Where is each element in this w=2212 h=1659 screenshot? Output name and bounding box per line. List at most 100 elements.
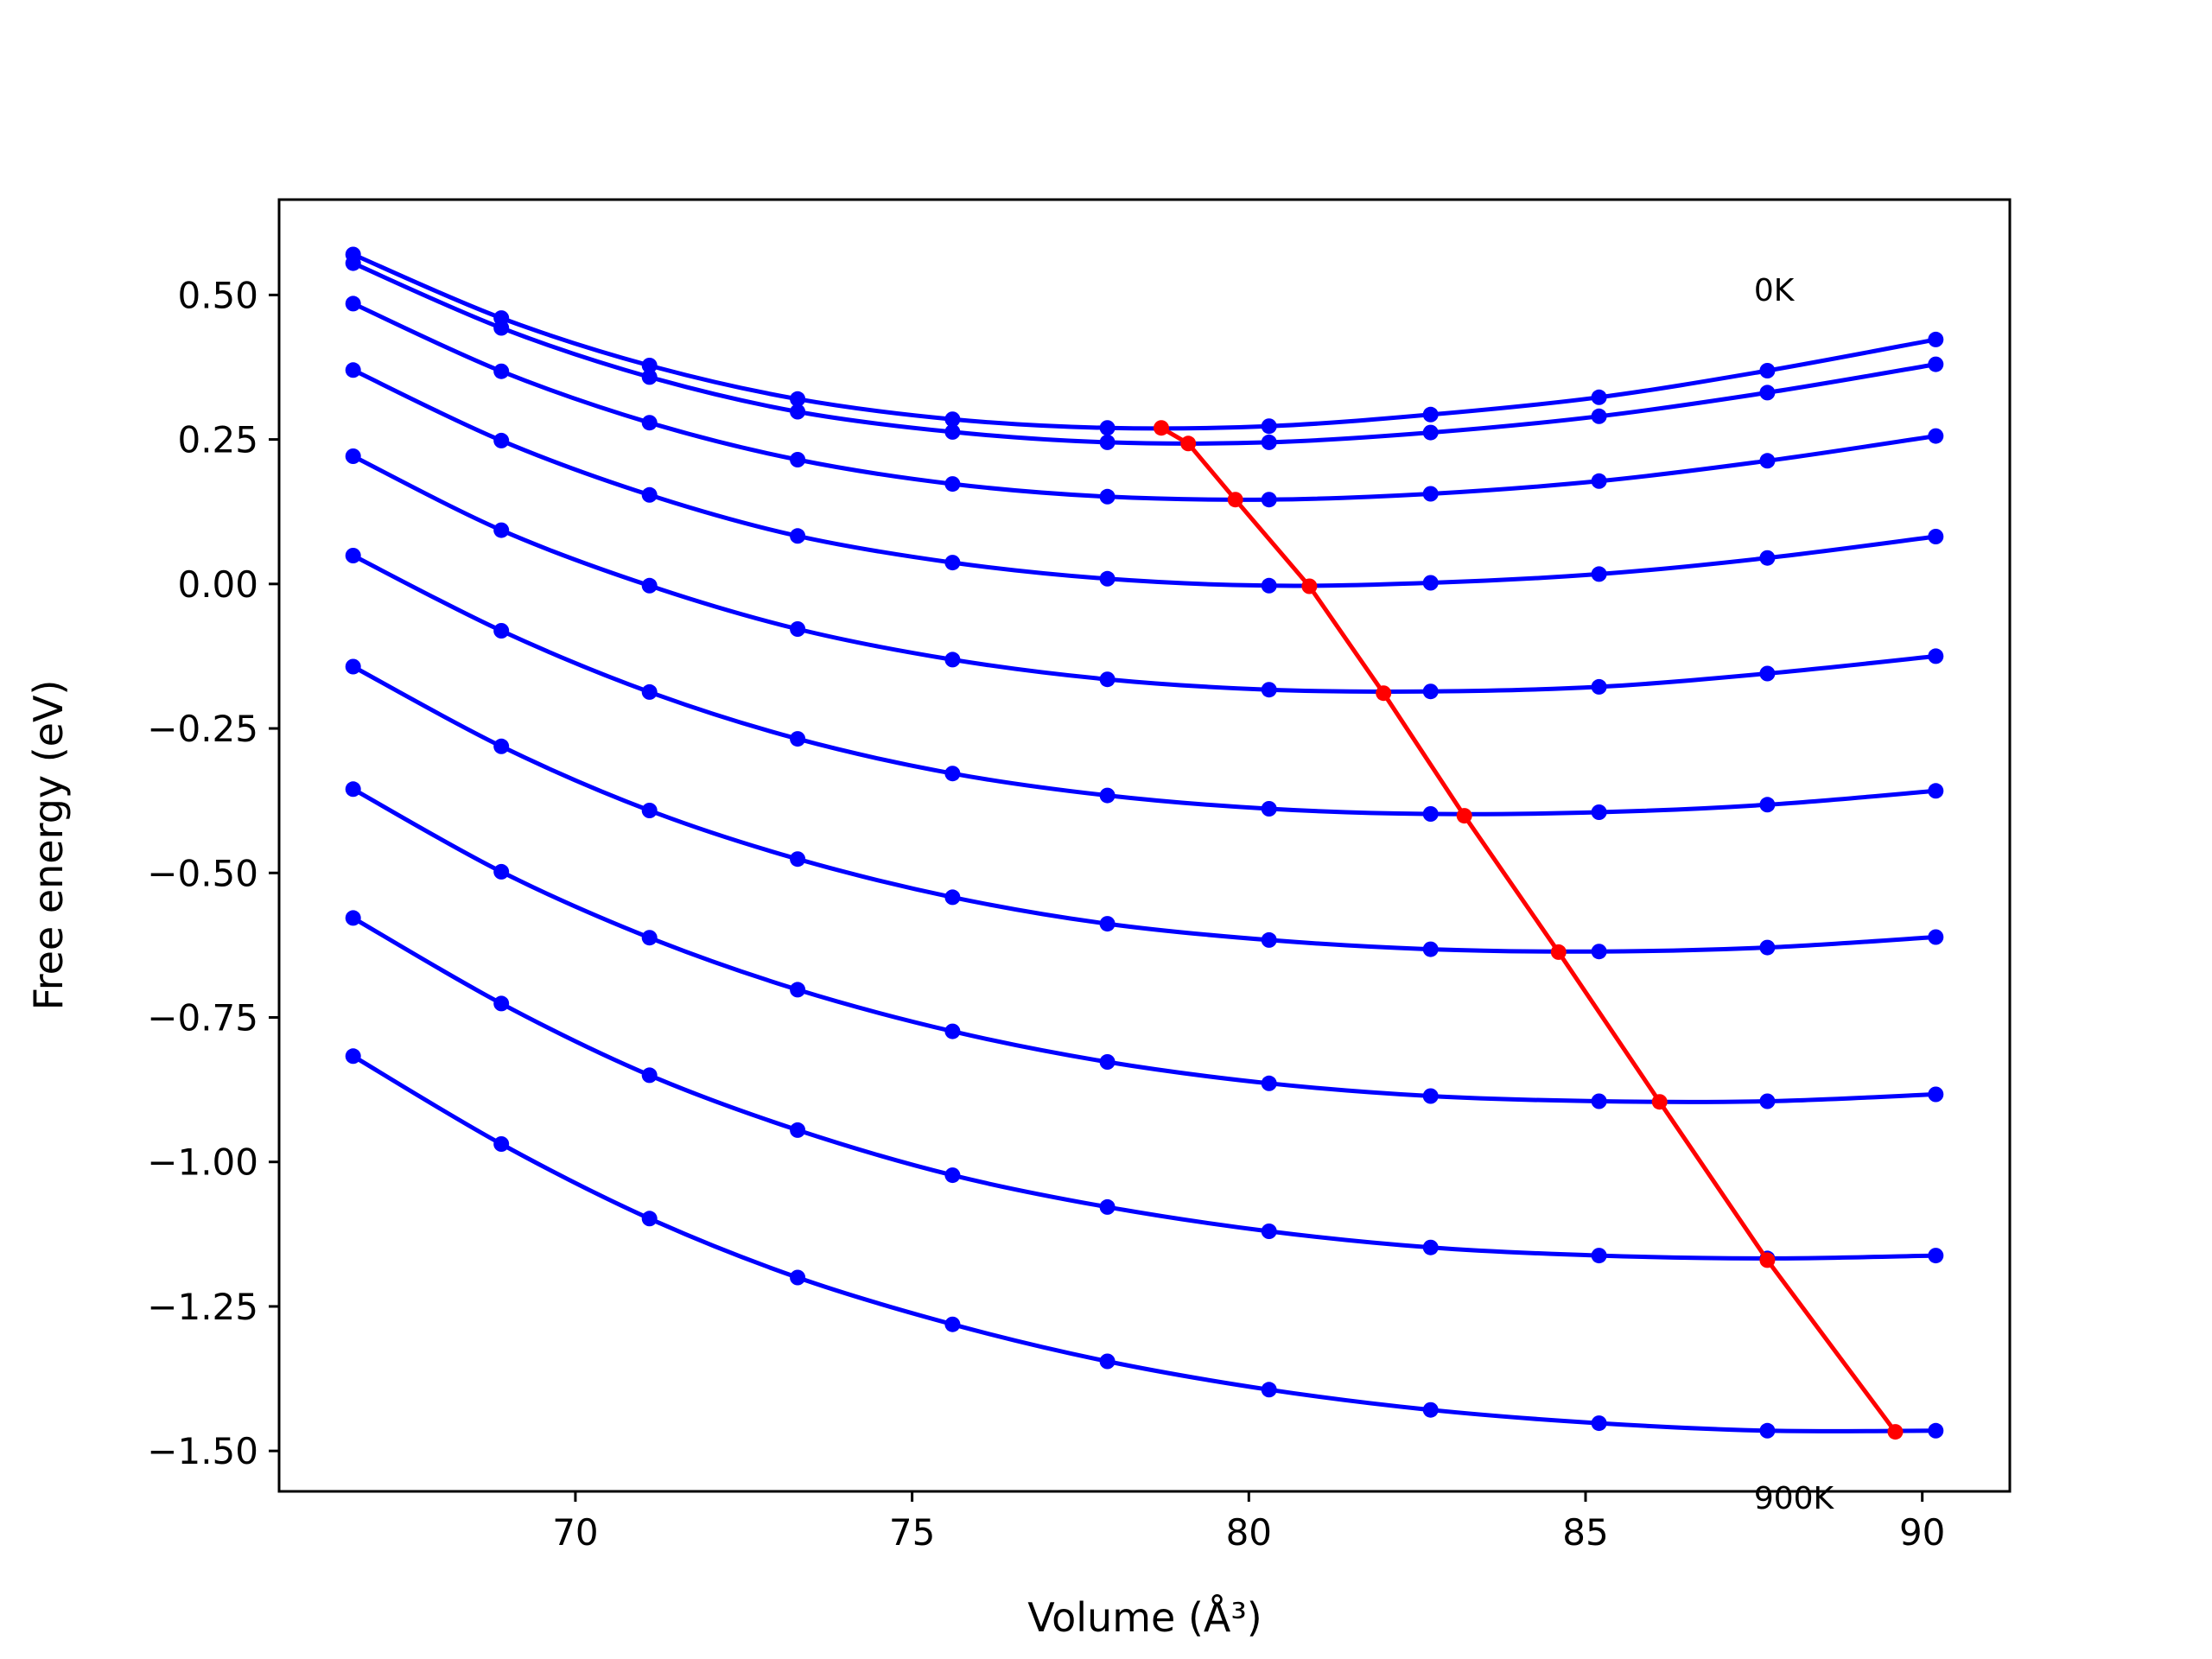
data-point-s3-0: [345, 362, 361, 378]
data-point-s0-5: [1099, 420, 1116, 436]
data-point-s0-2: [641, 358, 658, 373]
y-tick-label-7: −1.25: [147, 1286, 258, 1328]
data-point-s7-8: [1591, 1093, 1607, 1109]
data-point-s8-10: [1928, 1248, 1944, 1264]
series-line-7: [352, 787, 1936, 1104]
data-point-s7-6: [1261, 1075, 1277, 1091]
data-point-s4-7: [1422, 683, 1439, 700]
data-point-s1-0: [345, 255, 361, 271]
data-point-s1-1: [493, 320, 510, 336]
data-point-s9-5: [1099, 1353, 1116, 1370]
y-tick-label-6: −1.00: [147, 1141, 258, 1184]
y-tick-label-8: −1.50: [147, 1430, 258, 1472]
x-tick-label-2: 80: [1226, 1511, 1272, 1554]
data-point-s2-9: [1759, 453, 1776, 469]
data-point-s3-1: [493, 432, 510, 448]
y-tick-label-4: −0.50: [147, 852, 258, 894]
axes-frame: [277, 198, 2012, 1493]
data-point-s3-9: [1759, 550, 1776, 566]
data-point-s7-1: [493, 863, 510, 880]
data-point-s5-6: [1261, 801, 1277, 817]
x-axis-label: Volume (Å³): [1027, 1594, 1262, 1641]
data-point-s9-2: [641, 1211, 658, 1227]
data-point-s6-9: [1759, 939, 1776, 956]
data-point-s4-2: [641, 577, 658, 594]
minimum-point-4: [1376, 685, 1392, 702]
data-point-s0-10: [1928, 331, 1944, 347]
minimum-point-6: [1550, 944, 1567, 960]
data-point-s6-0: [345, 658, 361, 675]
data-point-s8-4: [944, 1167, 961, 1184]
data-point-s5-0: [345, 548, 361, 563]
data-point-s1-7: [1422, 424, 1439, 441]
data-point-s2-5: [1099, 488, 1116, 505]
minimum-point-9: [1887, 1424, 1904, 1440]
data-point-s4-8: [1591, 678, 1607, 695]
data-point-s1-8: [1591, 408, 1607, 424]
data-point-s7-0: [345, 781, 361, 798]
data-point-s9-7: [1422, 1402, 1439, 1418]
y-tick-label-0: 0.50: [177, 274, 258, 316]
data-point-s0-7: [1422, 406, 1439, 423]
data-point-s9-8: [1591, 1415, 1607, 1432]
data-point-s5-3: [790, 731, 806, 747]
data-point-s9-4: [944, 1316, 961, 1332]
data-point-s2-0: [345, 296, 361, 312]
annotation-1: 900K: [1754, 1481, 1835, 1516]
data-point-s1-3: [790, 404, 806, 420]
y-axis-label: Free energy (eV): [25, 680, 72, 1011]
data-point-s2-7: [1422, 486, 1439, 502]
data-point-s4-0: [345, 448, 361, 464]
data-point-s6-1: [493, 738, 510, 754]
minimum-point-7: [1651, 1094, 1668, 1110]
data-point-s3-4: [944, 555, 961, 571]
data-point-s4-9: [1759, 665, 1776, 682]
data-point-s1-2: [641, 369, 658, 385]
series-line-1: [352, 261, 1936, 446]
data-point-s9-9: [1759, 1422, 1776, 1439]
minimum-point-3: [1301, 578, 1318, 594]
data-point-s9-1: [493, 1136, 510, 1152]
data-point-s5-9: [1759, 797, 1776, 813]
data-point-s6-5: [1099, 916, 1116, 932]
data-point-s5-4: [944, 766, 961, 782]
data-point-s5-10: [1928, 783, 1944, 799]
data-point-s7-7: [1422, 1088, 1439, 1104]
x-tick-label-0: 70: [552, 1511, 598, 1554]
series-line-8: [352, 916, 1936, 1261]
data-point-s9-0: [345, 1048, 361, 1065]
data-point-s5-7: [1422, 806, 1439, 822]
data-point-s7-3: [790, 982, 806, 998]
annotation-0: 0K: [1754, 273, 1796, 308]
data-point-s0-4: [944, 411, 961, 428]
data-point-s2-4: [944, 476, 961, 493]
data-point-s6-7: [1422, 941, 1439, 957]
data-point-s4-4: [944, 652, 961, 668]
data-point-s4-6: [1261, 682, 1277, 698]
data-point-s6-6: [1261, 931, 1277, 948]
minima-layer: [1154, 420, 1904, 1440]
data-point-s3-7: [1422, 575, 1439, 591]
data-point-s0-3: [790, 391, 806, 407]
series-layer: [345, 246, 1944, 1439]
data-point-s7-10: [1928, 1086, 1944, 1103]
data-point-s5-2: [641, 683, 658, 700]
data-point-s1-10: [1928, 356, 1944, 372]
data-point-s0-9: [1759, 363, 1776, 378]
minimum-point-5: [1456, 808, 1472, 824]
data-point-s6-8: [1591, 944, 1607, 960]
data-point-s2-2: [641, 415, 658, 431]
x-tick-label-3: 85: [1562, 1511, 1608, 1554]
x-axis-ticks: 70 75 80 85 90: [552, 1491, 1945, 1554]
minimum-point-2: [1227, 492, 1243, 508]
data-point-s8-0: [345, 910, 361, 926]
data-point-s8-1: [493, 995, 510, 1012]
data-point-s1-6: [1261, 434, 1277, 450]
y-tick-label-1: 0.25: [177, 419, 258, 461]
data-point-s0-6: [1261, 418, 1277, 435]
data-point-s3-8: [1591, 566, 1607, 582]
data-point-s2-3: [790, 452, 806, 467]
data-point-s6-2: [641, 803, 658, 818]
